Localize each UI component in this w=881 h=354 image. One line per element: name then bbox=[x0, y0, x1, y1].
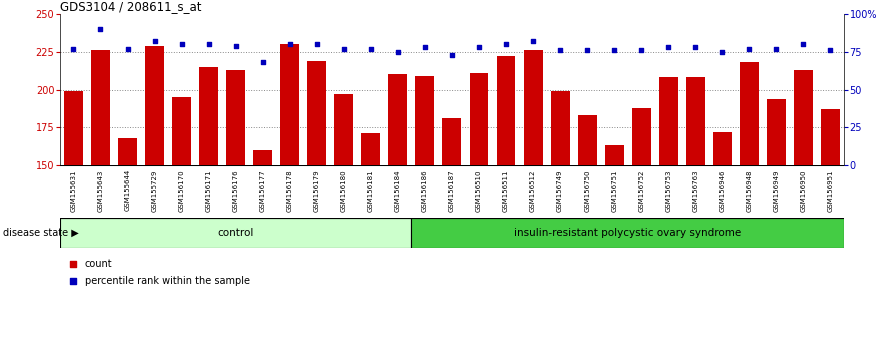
Point bbox=[526, 38, 540, 44]
Text: GSM156177: GSM156177 bbox=[260, 169, 266, 212]
Text: GSM156178: GSM156178 bbox=[286, 169, 292, 212]
Bar bbox=[118, 138, 137, 354]
Bar bbox=[659, 78, 677, 354]
Point bbox=[553, 47, 567, 53]
Text: GSM156750: GSM156750 bbox=[584, 169, 590, 212]
Text: GSM156176: GSM156176 bbox=[233, 169, 239, 212]
Point bbox=[662, 44, 676, 50]
Point bbox=[310, 41, 324, 47]
Bar bbox=[60, 218, 411, 248]
Bar bbox=[794, 70, 813, 354]
Text: GSM156171: GSM156171 bbox=[205, 169, 211, 212]
Bar bbox=[253, 150, 272, 354]
Point bbox=[283, 41, 297, 47]
Point bbox=[418, 44, 432, 50]
Bar bbox=[389, 74, 407, 354]
Text: GSM156186: GSM156186 bbox=[422, 169, 428, 212]
Text: GSM156753: GSM156753 bbox=[665, 169, 671, 212]
Bar bbox=[145, 46, 164, 354]
Bar bbox=[767, 98, 786, 354]
Point bbox=[472, 44, 486, 50]
Point bbox=[824, 47, 838, 53]
Bar bbox=[91, 50, 110, 354]
Point bbox=[66, 46, 80, 52]
Text: GSM156950: GSM156950 bbox=[801, 169, 806, 212]
Text: GSM155643: GSM155643 bbox=[98, 169, 103, 212]
Bar bbox=[334, 94, 353, 354]
Point bbox=[580, 47, 594, 53]
Bar bbox=[713, 132, 732, 354]
Text: GSM155644: GSM155644 bbox=[124, 169, 130, 211]
Text: GSM156951: GSM156951 bbox=[827, 169, 833, 212]
Point bbox=[634, 47, 648, 53]
Point bbox=[364, 46, 378, 52]
Text: GSM156763: GSM156763 bbox=[692, 169, 699, 212]
Bar bbox=[172, 97, 191, 354]
Bar bbox=[497, 56, 515, 354]
Point bbox=[147, 38, 161, 44]
Text: GSM156949: GSM156949 bbox=[774, 169, 780, 212]
Bar bbox=[685, 78, 705, 354]
Point bbox=[499, 41, 513, 47]
Text: GDS3104 / 208611_s_at: GDS3104 / 208611_s_at bbox=[60, 0, 202, 13]
Text: GSM156946: GSM156946 bbox=[719, 169, 725, 212]
Text: GSM156752: GSM156752 bbox=[638, 169, 644, 212]
Point bbox=[228, 43, 242, 48]
Point bbox=[796, 41, 811, 47]
Bar bbox=[199, 67, 218, 354]
Bar bbox=[821, 109, 840, 354]
Text: control: control bbox=[218, 228, 254, 238]
Point bbox=[715, 49, 729, 55]
Point bbox=[66, 278, 79, 284]
Bar bbox=[280, 44, 300, 354]
Text: GSM156751: GSM156751 bbox=[611, 169, 618, 212]
Bar bbox=[551, 91, 569, 354]
Bar bbox=[442, 118, 462, 354]
Text: GSM156511: GSM156511 bbox=[503, 169, 509, 212]
Point bbox=[93, 26, 107, 32]
Point bbox=[769, 46, 783, 52]
Bar bbox=[307, 61, 326, 354]
Text: GSM156184: GSM156184 bbox=[395, 169, 401, 212]
Text: GSM156187: GSM156187 bbox=[449, 169, 455, 212]
Text: GSM156749: GSM156749 bbox=[557, 169, 563, 212]
Text: GSM156180: GSM156180 bbox=[341, 169, 347, 212]
Text: GSM155729: GSM155729 bbox=[152, 169, 158, 212]
Point bbox=[688, 44, 702, 50]
Bar bbox=[416, 76, 434, 354]
Point bbox=[391, 49, 405, 55]
Text: GSM156512: GSM156512 bbox=[530, 169, 536, 212]
Bar bbox=[361, 133, 381, 354]
Text: insulin-resistant polycystic ovary syndrome: insulin-resistant polycystic ovary syndr… bbox=[515, 228, 741, 238]
Text: GSM156181: GSM156181 bbox=[368, 169, 374, 212]
Text: GSM156179: GSM156179 bbox=[314, 169, 320, 212]
Point bbox=[121, 46, 135, 52]
Point bbox=[66, 261, 79, 267]
Point bbox=[174, 41, 189, 47]
Text: GSM156170: GSM156170 bbox=[179, 169, 185, 212]
Bar bbox=[740, 62, 759, 354]
Text: count: count bbox=[85, 259, 112, 269]
Bar bbox=[578, 115, 596, 354]
Text: GSM156510: GSM156510 bbox=[476, 169, 482, 212]
Text: percentile rank within the sample: percentile rank within the sample bbox=[85, 276, 249, 286]
Point bbox=[607, 47, 621, 53]
Point bbox=[337, 46, 351, 52]
Point bbox=[743, 46, 757, 52]
Point bbox=[255, 59, 270, 65]
Bar bbox=[523, 50, 543, 354]
Text: GSM155631: GSM155631 bbox=[70, 169, 77, 212]
Point bbox=[202, 41, 216, 47]
Bar bbox=[64, 91, 83, 354]
Bar bbox=[411, 218, 844, 248]
Text: GSM156948: GSM156948 bbox=[746, 169, 752, 212]
Bar bbox=[470, 73, 488, 354]
Text: disease state ▶: disease state ▶ bbox=[3, 228, 78, 238]
Point bbox=[445, 52, 459, 58]
Bar bbox=[226, 70, 245, 354]
Bar bbox=[632, 108, 651, 354]
Bar bbox=[604, 145, 624, 354]
